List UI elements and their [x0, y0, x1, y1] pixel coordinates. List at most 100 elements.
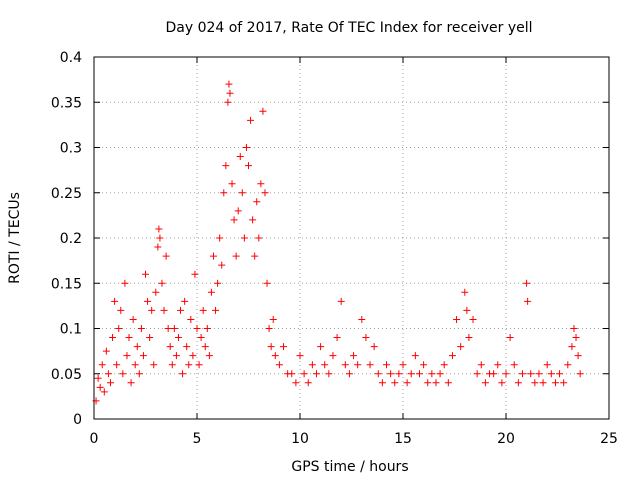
data-point	[209, 252, 217, 260]
data-point	[415, 370, 423, 378]
data-point	[366, 361, 374, 369]
data-point	[524, 297, 532, 305]
data-point	[329, 352, 337, 360]
y-tick-label: 0.3	[60, 141, 82, 157]
data-point	[358, 315, 366, 323]
data-point	[572, 334, 580, 342]
data-point	[288, 370, 296, 378]
data-point	[518, 370, 526, 378]
chart-title: Day 024 of 2017, Rate Of TEC Index for r…	[165, 20, 532, 36]
data-point	[131, 361, 139, 369]
data-point	[96, 383, 104, 391]
data-points	[92, 80, 584, 405]
y-tick-label: 0.35	[51, 95, 82, 111]
data-point	[115, 325, 123, 332]
data-point	[506, 334, 514, 342]
data-point	[551, 379, 559, 387]
data-point	[234, 207, 242, 215]
data-point	[146, 334, 154, 342]
y-axis-label: ROTI / TECUs	[7, 192, 23, 284]
data-point	[514, 379, 522, 387]
y-tick-label: 0.1	[60, 322, 82, 338]
data-point	[228, 180, 236, 188]
data-point	[214, 279, 222, 287]
data-point	[568, 343, 576, 351]
data-point	[127, 379, 135, 387]
data-point	[574, 352, 582, 360]
data-point	[137, 325, 145, 332]
data-point	[535, 370, 543, 378]
data-point	[411, 352, 419, 360]
data-point	[224, 98, 232, 106]
data-point	[510, 361, 518, 369]
data-point	[207, 288, 215, 296]
data-point	[187, 315, 195, 323]
data-point	[556, 370, 564, 378]
data-point	[333, 334, 341, 342]
y-tick-label: 0.15	[51, 276, 82, 292]
data-point	[125, 334, 133, 342]
data-point	[160, 306, 168, 314]
data-point	[280, 343, 288, 351]
data-point	[164, 325, 172, 332]
data-point	[255, 234, 263, 242]
data-point	[527, 370, 535, 378]
data-point	[253, 198, 261, 206]
data-point	[245, 162, 252, 170]
data-point	[179, 370, 187, 378]
data-point	[238, 189, 246, 197]
y-tick-label: 0.25	[51, 186, 82, 202]
data-point	[222, 162, 230, 170]
data-point	[240, 234, 248, 242]
data-point	[407, 370, 415, 378]
data-point	[155, 225, 163, 233]
grid-layer	[94, 57, 609, 419]
data-point	[463, 306, 471, 314]
data-point	[448, 352, 456, 360]
x-tick-label: 0	[90, 431, 99, 447]
data-point	[174, 334, 182, 342]
x-tick-label: 10	[291, 431, 309, 447]
x-tick-label: 15	[394, 431, 412, 447]
data-point	[576, 370, 584, 378]
data-point	[191, 270, 199, 278]
data-point	[374, 370, 382, 378]
data-point	[267, 343, 275, 351]
data-point	[152, 288, 160, 296]
data-point	[465, 334, 473, 342]
x-tick-label: 20	[497, 431, 515, 447]
data-point	[249, 216, 257, 224]
data-point	[457, 343, 465, 351]
data-point	[226, 89, 234, 97]
data-point	[481, 379, 489, 387]
data-point	[98, 361, 106, 369]
data-point	[111, 297, 119, 305]
y-tick-label: 0.05	[51, 367, 82, 383]
data-point	[304, 379, 312, 387]
data-point	[183, 343, 191, 351]
data-point	[205, 352, 213, 360]
data-point	[399, 361, 407, 369]
data-point	[564, 361, 572, 369]
data-point	[220, 189, 228, 197]
data-point	[424, 379, 432, 387]
data-point	[94, 374, 102, 382]
data-point	[144, 297, 152, 305]
data-point	[444, 379, 452, 387]
data-point	[317, 343, 325, 351]
data-point	[337, 297, 345, 305]
data-point	[129, 315, 137, 323]
y-tick-label: 0	[73, 412, 82, 428]
data-point	[269, 315, 277, 323]
data-point	[436, 370, 444, 378]
data-point	[193, 325, 201, 332]
data-point	[259, 107, 267, 115]
data-point	[158, 279, 166, 287]
data-point	[271, 352, 279, 360]
data-point	[232, 252, 240, 260]
data-point	[296, 352, 304, 360]
data-point	[292, 379, 300, 387]
data-point	[242, 144, 250, 151]
data-point	[135, 370, 143, 378]
x-tick-label: 5	[193, 431, 202, 447]
